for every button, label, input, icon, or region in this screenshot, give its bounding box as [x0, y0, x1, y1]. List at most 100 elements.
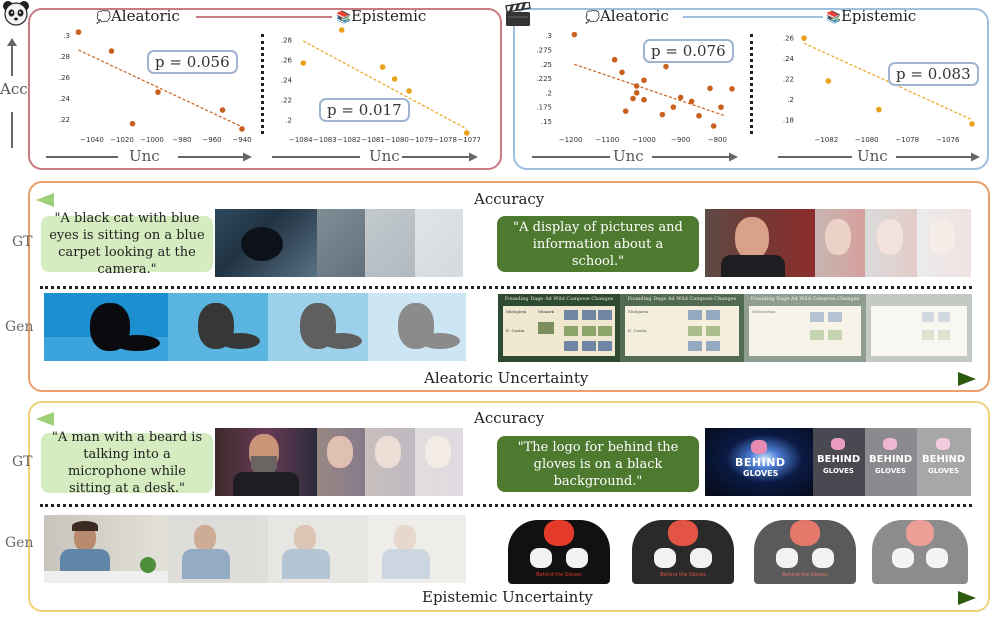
row-label-gen: Gen: [5, 319, 34, 335]
chart-divider: [261, 34, 264, 134]
data-point: [219, 107, 226, 113]
accuracy-label: Accuracy: [468, 409, 551, 427]
cat-shape: [241, 227, 283, 261]
data-point: [677, 94, 684, 101]
trend-line: [302, 40, 468, 130]
data-point: [659, 111, 666, 118]
caption-bearded-man: "A man with a beard is talking into a mi…: [41, 430, 213, 496]
data-point: [338, 27, 345, 33]
y-tick-label: .22: [281, 97, 292, 105]
x-tick-label: −1020: [110, 136, 134, 144]
data-point: [630, 95, 636, 102]
clapperboard-icon: [503, 1, 533, 28]
x-axis-arrow: [778, 152, 980, 162]
shirt-shape: [721, 255, 785, 277]
y-tick-label: .24: [783, 55, 795, 63]
gen-shirt-frame: Behind the Gloves: [500, 512, 618, 584]
data-point: [707, 85, 713, 92]
epistemic-video-scatter: .18 .2 .22 .24 .26 −1082 −1080 −1078 −1076: [783, 35, 975, 144]
gen-cat-frame: [268, 293, 368, 361]
unc-axis-label: Unc: [369, 147, 400, 165]
title-rule: [196, 16, 332, 18]
x-tick-label: −1077: [457, 136, 480, 144]
y-tick-label: .275: [536, 47, 552, 55]
data-point: [239, 126, 245, 132]
y-tick-label: .18: [783, 116, 794, 124]
trend-line: [574, 63, 725, 117]
gen-podcast-frame: [368, 515, 466, 583]
row-label-gt: GT: [12, 234, 33, 250]
gt-man-frame: [865, 209, 917, 277]
y-tick-label: .22: [783, 75, 794, 83]
gen-podcast-frame: [268, 515, 368, 583]
gt-man-frame: [815, 209, 865, 277]
caption-cat: "A black cat with blue eyes is sitting o…: [41, 211, 213, 277]
p-value-annotation: p = 0.017: [319, 98, 410, 122]
y-tick-label: .25: [541, 61, 552, 69]
aleatoric-band: [28, 181, 990, 392]
x-axis-arrow: [46, 152, 252, 162]
data-point: [969, 121, 975, 127]
p-value-annotation: p = 0.083: [888, 62, 979, 86]
x-tick-label: −1076: [936, 136, 960, 144]
data-point: [696, 112, 702, 119]
gen-school-frame: [866, 294, 972, 362]
y-tick-label: .2: [545, 89, 552, 97]
gen-school-frame: Founding Dage Ad Wild Campose Changes Mi…: [620, 294, 744, 362]
data-point: [611, 56, 618, 63]
data-point: [641, 96, 647, 103]
data-point: [710, 123, 717, 129]
gt-man-frame: [705, 209, 815, 277]
data-point: [108, 48, 115, 54]
x-tick-label: −1083: [313, 136, 337, 144]
y-tick-label: .24: [59, 95, 71, 103]
data-point: [633, 90, 640, 96]
row-separator: [40, 504, 972, 507]
y-tick-label: .26: [783, 35, 795, 43]
data-point: [622, 108, 629, 114]
gt-cat-frame: [215, 209, 317, 277]
thought-bubble-icon: 💭: [585, 10, 600, 24]
y-axis-arrow: [4, 38, 20, 150]
y-tick-label: .26: [281, 57, 293, 65]
y-tick-label: .2: [787, 96, 794, 104]
x-tick-label: −1200: [559, 136, 583, 144]
data-point: [670, 104, 677, 110]
data-point: [688, 98, 695, 105]
data-point: [876, 106, 882, 113]
data-point: [718, 104, 724, 110]
caption-gloves-logo: "The logo for behind the gloves is on a …: [497, 436, 699, 492]
books-icon: 📚: [826, 10, 841, 24]
x-tick-label: −900: [671, 136, 690, 144]
chart-title: 💭Aleatoric: [585, 7, 669, 25]
gt-cat-frame: [415, 209, 463, 277]
gt-podcast-frame: [317, 428, 365, 496]
data-point: [825, 78, 832, 84]
x-tick-label: −1000: [140, 136, 164, 144]
gen-cat-frame: [44, 293, 168, 361]
data-point: [463, 130, 470, 136]
gt-podcast-frame: [415, 428, 463, 496]
accuracy-label: Accuracy: [468, 190, 551, 208]
data-point: [801, 35, 807, 41]
glove-shape: [751, 440, 767, 454]
x-tick-label: −1040: [80, 136, 104, 144]
y-tick-label: .2: [285, 117, 292, 125]
uncertainty-label: Aleatoric Uncertainty: [418, 369, 595, 387]
data-point: [129, 120, 136, 127]
x-tick-label: −1080: [385, 136, 409, 144]
chart-title: 💭Aleatoric: [96, 7, 180, 25]
panda-icon: [2, 0, 30, 26]
x-tick-label: −1078: [433, 136, 457, 144]
epistemic-image-scatter: .2.22.24.26.28−1084 −1083 −1082 −1081 −1080−…: [281, 27, 480, 144]
chart-divider: [750, 34, 753, 134]
x-tick-label: −1000: [632, 136, 656, 144]
row-label-gt: GT: [12, 454, 33, 470]
aleatoric-video-scatter: .15 .175 .2 .225 .25 .275 .3 −1200 −1100 −1000 −90…: [536, 31, 735, 144]
x-tick-label: −1082: [814, 136, 838, 144]
y-tick-label: .28: [281, 37, 292, 45]
unc-axis-label: Unc: [129, 147, 160, 165]
trend-line: [78, 49, 243, 128]
x-tick-label: −1080: [855, 136, 879, 144]
books-icon: 📚: [336, 10, 351, 24]
